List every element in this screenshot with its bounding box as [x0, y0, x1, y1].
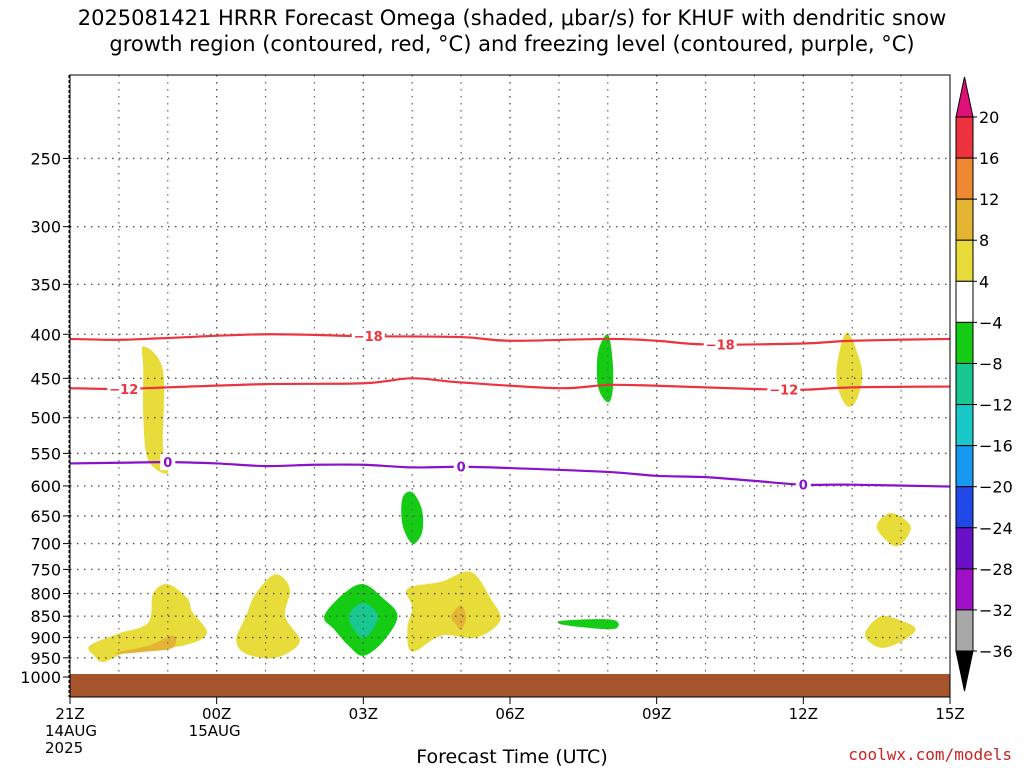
y-tick-label-800: 800	[30, 585, 61, 604]
x-tick-label-0-0: 21Z	[55, 705, 84, 723]
colorbar-label-12: −32	[979, 601, 1013, 620]
contour-label-1-0: −12	[109, 383, 138, 398]
y-tick-label-550: 550	[30, 444, 61, 463]
colorbar-bin-10	[955, 527, 974, 570]
omega-region-8	[451, 605, 466, 630]
colorbar-label-10: −24	[979, 519, 1013, 538]
y-tick-label-400: 400	[30, 325, 61, 344]
omega-region-5	[348, 602, 379, 638]
y-tick-label-300: 300	[30, 218, 61, 237]
y-tick-label-900: 900	[30, 629, 61, 648]
x-tick-label-6-0: 15Z	[935, 705, 964, 723]
omega-region-7	[405, 571, 501, 652]
y-tick-label-450: 450	[30, 369, 61, 388]
y-tick-label-650: 650	[30, 507, 61, 526]
chart-title-line-2: growth region (contoured, red, °C) and f…	[109, 32, 915, 56]
colorbar-top-arrow	[955, 76, 974, 118]
colorbar-label-4: 4	[979, 272, 989, 291]
colorbar-label-6: −8	[979, 354, 1003, 373]
colorbar-bin-5	[955, 321, 974, 364]
colorbar-bin-7	[955, 404, 974, 447]
contour-label-bg-2-2	[795, 476, 811, 493]
omega-region-1	[88, 583, 208, 662]
colorbar-label-3: 8	[979, 231, 989, 250]
ground-below-surface	[70, 674, 950, 697]
y-tick-label-500: 500	[30, 409, 61, 428]
y-tick-label-750: 750	[30, 560, 61, 579]
omega-region-12	[876, 512, 911, 547]
x-tick-label-0-1: 14AUG	[45, 722, 97, 740]
contour-label-0-0: −18	[354, 330, 383, 345]
contour-1	[69, 377, 951, 391]
y-tick-label-950: 950	[30, 649, 61, 668]
grid-lines	[70, 75, 950, 697]
colorbar-label-11: −28	[979, 560, 1013, 579]
colorbar-label-0: 20	[979, 108, 999, 127]
omega-region-11	[836, 332, 863, 407]
y-tick-label-700: 700	[30, 535, 61, 554]
colorbar-bin-0	[955, 116, 974, 159]
contour-label-bg-1-0	[107, 380, 141, 397]
contour-label-bg-2-1	[453, 458, 469, 475]
x-tick-label-3-0: 06Z	[495, 705, 524, 723]
contour-label-bg-2-0	[160, 454, 176, 471]
colorbar-bin-1	[955, 157, 974, 200]
colorbar-bin-3	[955, 239, 974, 282]
x-tick-label-4-0: 09Z	[642, 705, 671, 723]
colorbar-label-9: −20	[979, 478, 1013, 497]
colorbar-bin-9	[955, 486, 974, 529]
y-axis: 250 300 350 400 450 500 550 600 650 700 750 800 850 9…	[20, 75, 70, 697]
x-tick-label-2-0: 03Z	[349, 705, 378, 723]
contour-label-bg-0-0	[351, 328, 385, 345]
contour-label-2-2: 0	[799, 479, 808, 494]
colorbar-label-7: −12	[979, 396, 1013, 415]
colorbar-label-8: −16	[979, 437, 1013, 456]
colorbar-bin-2	[955, 198, 974, 241]
y-tick-label-250: 250	[30, 149, 61, 168]
colorbar-bottom-arrow	[955, 650, 974, 692]
contour-label-1-1: −12	[769, 383, 798, 398]
omega-region-10	[596, 334, 614, 403]
colorbar-bin-12	[955, 609, 974, 652]
y-tick-label-350: 350	[30, 275, 61, 294]
colorbar-label-5: −4	[979, 313, 1003, 332]
contour-label-2-1: 0	[457, 461, 466, 476]
colorbar-label-2: 12	[979, 190, 999, 209]
contour-label-bg-0-1	[703, 336, 737, 353]
omega-region-6	[401, 491, 424, 544]
omega-region-2	[115, 635, 177, 654]
x-tick-label-0-2: 2025	[45, 739, 83, 757]
colorbar: 20 16 12 8 4 −4 −8 −12 −16 −20 −24 −28 −32 −36	[955, 76, 1013, 692]
x-tick-label-5-0: 12Z	[789, 705, 818, 723]
x-tick-label-1-1: 15AUG	[189, 722, 241, 740]
omega-region-9	[557, 619, 619, 630]
x-tick-label-1-0: 00Z	[202, 705, 231, 723]
y-tick-label-850: 850	[30, 607, 61, 626]
chart-title-line-1: 2025081421 HRRR Forecast Omega (shaded, …	[77, 6, 947, 30]
credit-link[interactable]: coolwx.com/models	[848, 745, 1012, 764]
y-tick-label-1000: 1000	[20, 668, 61, 687]
contour-label-0-1: −18	[706, 338, 735, 353]
colorbar-label-1: 16	[979, 149, 999, 168]
y-tick-label-600: 600	[30, 477, 61, 496]
colorbar-bin-4	[955, 280, 974, 323]
omega-region-13	[865, 615, 916, 648]
contour-0	[69, 333, 951, 346]
contour-label-2-0: 0	[163, 456, 172, 471]
contour-label-bg-1-1	[767, 381, 801, 398]
colorbar-bin-8	[955, 445, 974, 488]
colorbar-bin-6	[955, 362, 974, 406]
colorbar-label-13: −36	[979, 642, 1013, 661]
x-axis-title: Forecast Time (UTC)	[416, 746, 608, 768]
contour-lines: −18 −18 −12 −12 0 0 0	[69, 328, 951, 494]
colorbar-bin-11	[955, 568, 974, 611]
